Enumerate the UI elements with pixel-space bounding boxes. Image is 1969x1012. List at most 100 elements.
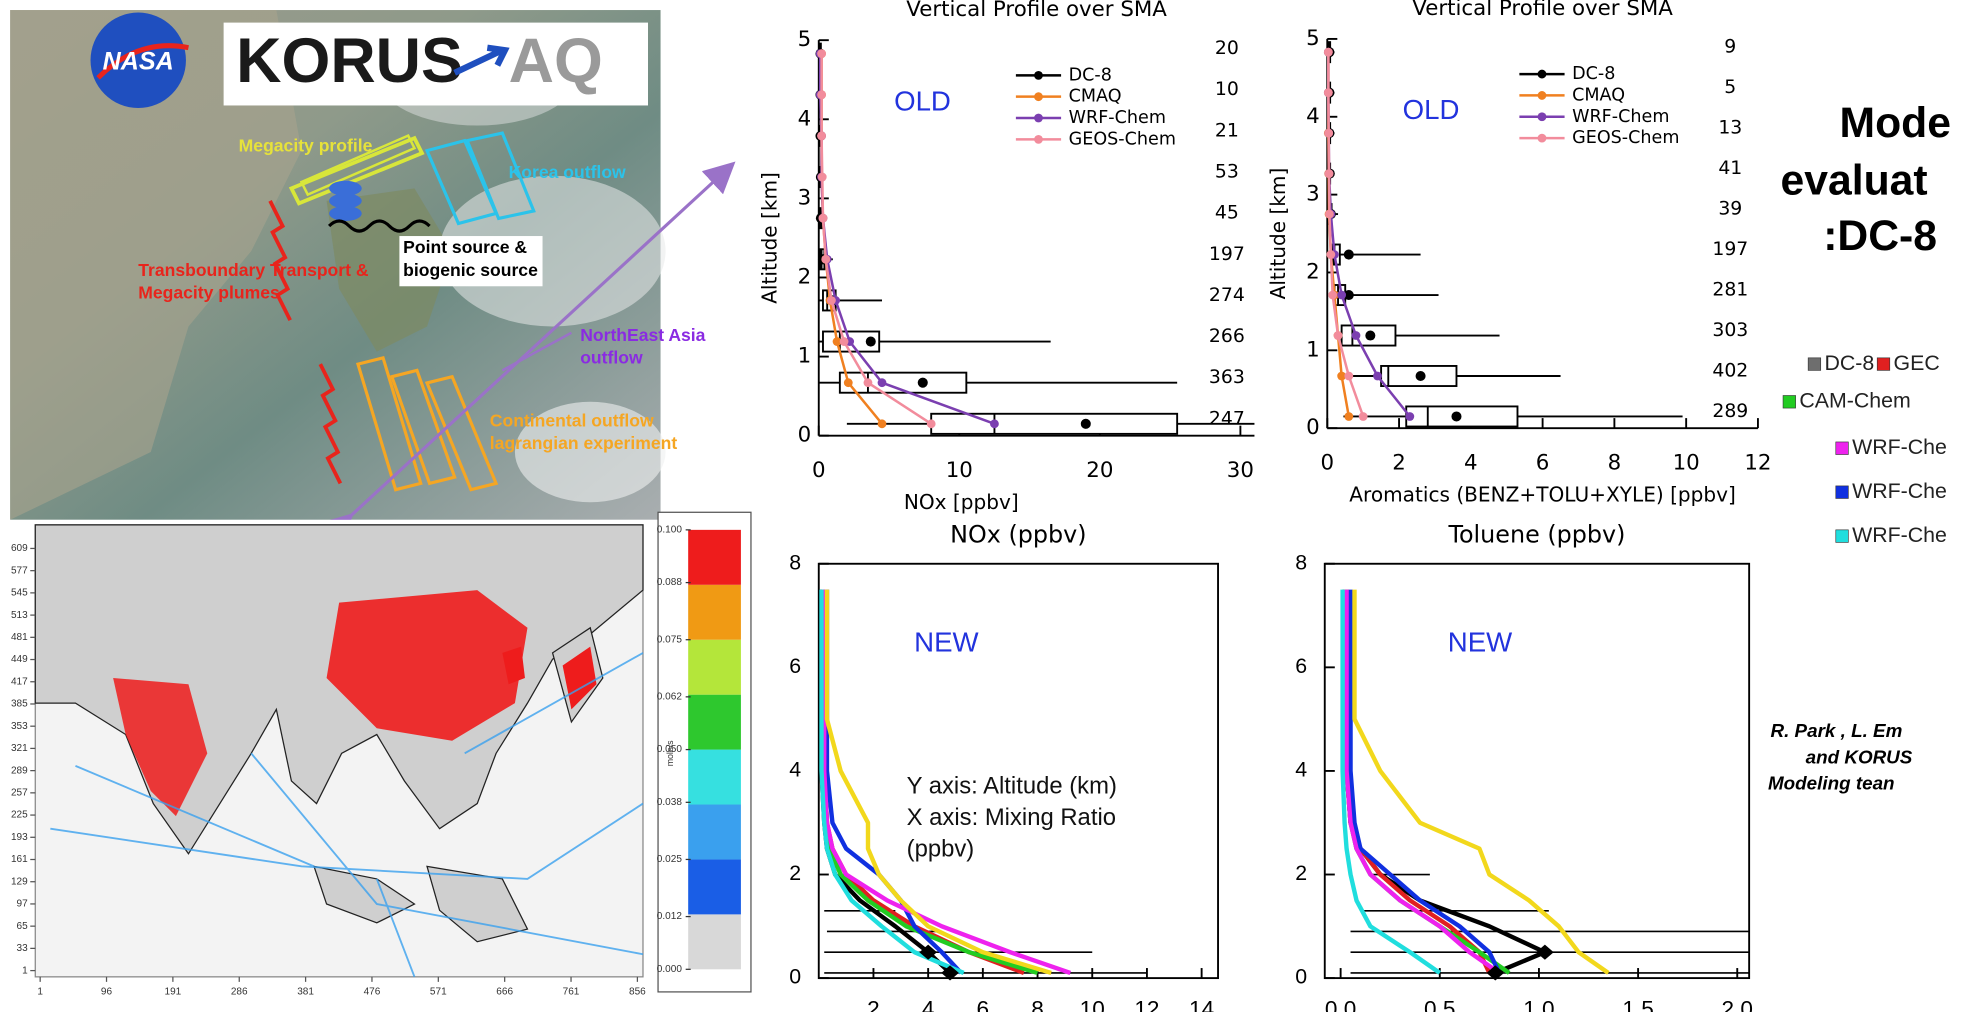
annotation: NEW [1448,626,1512,657]
legend-label: WRF-Chem [1572,107,1669,127]
legend-label: WRF-Che [1852,523,1947,547]
y-tick-label: 8 [1295,550,1307,574]
flight-track [288,135,425,206]
x-tick-label: 96 [101,987,113,998]
plume-arrow [268,200,292,322]
colorbar-tick-label: 0.088 [657,577,683,588]
map-label: Transboundary Transport & [138,260,369,280]
profile-dot [1337,371,1347,381]
legend-dot [1537,91,1547,100]
y-tick-label: 0 [789,965,801,989]
box [930,412,1179,435]
profile-dot [1328,290,1338,300]
profile-dot [821,254,831,264]
profile-dot [1324,128,1334,138]
legend-dot [1034,134,1043,144]
profile-dot [1358,412,1368,421]
brand-arrow [453,44,510,76]
legend-label: CMAQ [1069,87,1122,107]
profile-dot [817,49,826,59]
x-tick-label: 12 [1134,997,1159,1012]
count-label: 53 [1215,162,1239,183]
mean-dot [1343,290,1354,301]
flight-track [299,133,417,197]
nasa-logo-swoosh [96,43,189,80]
map-label: lagrangian experiment [490,433,678,453]
x-axis-label: Aromatics (BENZ+TOLU+XYLE) [ppbv] [1349,482,1736,506]
y-tick-label: 1 [22,965,28,976]
slide-title: evaluat [1781,157,1928,205]
dc8-marker [1536,944,1554,960]
x-tick-label: 6 [977,997,990,1012]
y-tick-label: 577 [11,565,28,576]
y-tick-label: 6 [1295,654,1307,678]
count-label: 41 [1718,158,1742,179]
profile-dot [832,337,842,346]
mean-dot [865,336,876,347]
x-tick-label: 20 [1086,458,1113,483]
profile-dot [839,337,849,346]
y-axis-label: Altitude [km] [758,172,782,304]
x-tick-label: 1.5 [1622,997,1653,1012]
chart: 0 2 4 6 8 0.0 0.5 1.0 1.5 2.0 Toluene (ppbv) NEW [1295,521,1753,1012]
profile-line [1340,589,1442,975]
y-tick-label: 8 [789,550,801,574]
y-tick-label: 353 [11,721,28,732]
mean-dot [1415,370,1426,382]
profile-line [820,53,932,425]
count-label: 247 [1209,408,1245,429]
count-label: 9 [1724,37,1736,58]
map-label: Megacity profile [239,136,373,156]
y-tick-label: 385 [11,699,28,710]
legend-label: DC-8 [1824,351,1874,375]
legend-label: DC-8 [1069,65,1112,85]
y-tick-label: 609 [11,543,28,554]
note-line: X axis: Mixing Ratio [907,804,1116,831]
y-tick-label: 289 [11,765,28,776]
map-label: biogenic source [403,260,538,280]
x-tick-label: 0.0 [1325,997,1356,1012]
profile-dot [1323,47,1333,57]
profile-line [1348,589,1502,974]
map-label: Continental outflow [490,411,654,431]
legend-swatch [1835,529,1849,543]
slide-title: Mode [1840,99,1951,147]
map-label: Megacity plumes [138,282,280,302]
chart-title: Toluene (ppbv) [1447,521,1625,549]
profile-line [824,589,1052,976]
annotation: OLD [1403,94,1460,125]
x-tick-label: 0.5 [1424,997,1455,1012]
map-label: Korea outflow [509,162,626,182]
emission-map: 1 96 191 286 381 476 571 666 761 856 1 33 65 97 129 161… [0,511,752,1012]
colorbar-label: mole/s [665,740,675,766]
y-tick-label: 4 [1306,104,1320,129]
author-line: R. Park , L. Em [1770,720,1902,741]
chart-title: Vertical Profile over SMA [906,0,1167,22]
emission-hotspot [502,646,597,710]
y-tick-label: 417 [11,676,28,687]
profile-dot [1351,331,1361,340]
legend-swatch [1835,485,1849,499]
colorbar-tick-label: 0.038 [657,797,683,808]
count-label: 197 [1712,239,1748,260]
annotation: NEW [914,626,978,657]
x-axis-label: NOx [ppbv] [904,490,1019,514]
count-label: 303 [1712,320,1748,341]
land-china [10,10,302,520]
profile-dot [1323,88,1333,98]
x-tick-label: 666 [496,987,513,998]
legend-label: GEC [1894,351,1940,375]
y-tick-label: 449 [11,654,28,665]
y-tick-label: 3 [798,185,812,210]
colorbar-segment [688,914,741,970]
x-tick-label: 0 [812,458,826,483]
profile-line [1327,52,1365,417]
profile-dot [1326,250,1336,259]
profile-dot [1333,331,1343,340]
profile-dot [1344,412,1354,421]
y-tick-label: 0 [798,423,812,448]
y-tick-label: 33 [17,943,29,954]
y-tick-label: 257 [11,788,28,799]
map-label: NorthEast Asia [580,325,705,345]
satellite-panel: NASA KORUS AQ Megacity profile Korea outf… [10,10,706,520]
